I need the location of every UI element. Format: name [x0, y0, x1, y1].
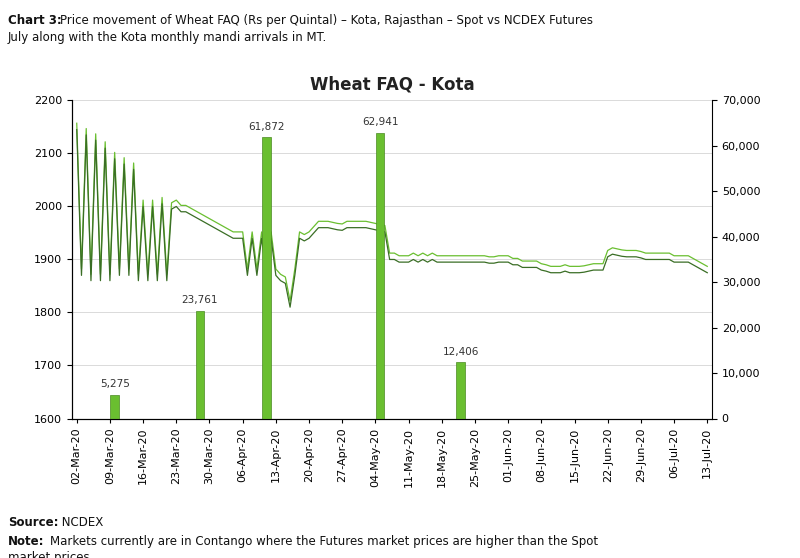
Text: Price movement of Wheat FAQ (Rs per Quintal) – Kota, Rajasthan – Spot vs NCDEX F: Price movement of Wheat FAQ (Rs per Quin… [60, 14, 593, 27]
Text: Markets currently are in Contango where the Futures market prices are higher tha: Markets currently are in Contango where … [50, 535, 598, 547]
Bar [110, 395, 119, 418]
Text: 62,941: 62,941 [362, 117, 398, 127]
Text: Note:: Note: [8, 535, 45, 547]
Text: market prices.: market prices. [8, 551, 94, 558]
Text: 23,761: 23,761 [182, 295, 218, 305]
Title: Wheat FAQ - Kota: Wheat FAQ - Kota [310, 75, 474, 93]
Bar [196, 311, 204, 418]
Text: 5,275: 5,275 [100, 379, 130, 389]
Text: 61,872: 61,872 [248, 122, 285, 132]
Bar [262, 137, 270, 418]
Text: Chart 3:: Chart 3: [8, 14, 62, 27]
Bar [376, 132, 385, 418]
Legend: Mandi Arrivals, Spot Price, Futures: Mandi Arrivals, Spot Price, Futures [209, 556, 575, 558]
Bar [457, 362, 465, 418]
Text: NCDEX: NCDEX [58, 516, 103, 529]
Text: 12,406: 12,406 [442, 347, 479, 357]
Text: Source:: Source: [8, 516, 58, 529]
Text: July along with the Kota monthly mandi arrivals in MT.: July along with the Kota monthly mandi a… [8, 31, 327, 44]
